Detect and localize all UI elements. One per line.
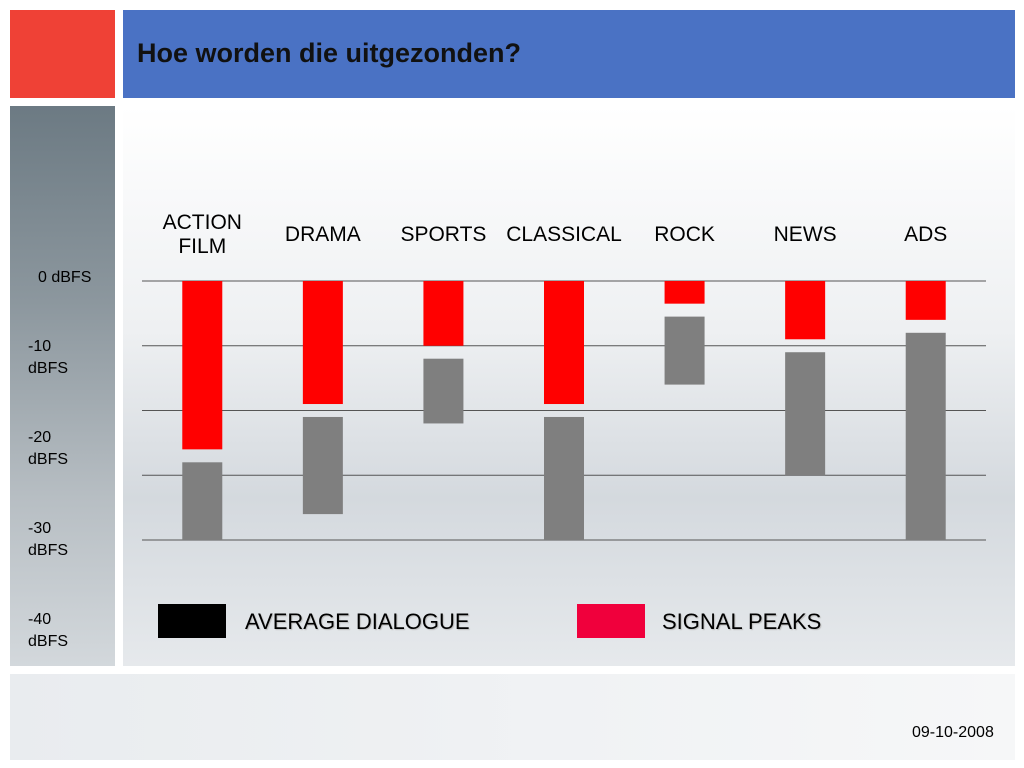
bar-segment bbox=[423, 281, 464, 346]
bar-segment bbox=[423, 358, 464, 424]
legend-swatch bbox=[577, 604, 645, 638]
bar-segment bbox=[664, 281, 705, 304]
category-label: SPORTS bbox=[400, 223, 487, 246]
left-panel bbox=[10, 106, 115, 666]
y-tick-label: -30 dBFS bbox=[28, 520, 69, 559]
category-label: NEWS bbox=[773, 223, 837, 246]
legend-label: SIGNAL PEAKS bbox=[662, 609, 822, 634]
y-tick-label: 0 dBFS bbox=[38, 269, 92, 286]
bar-segment bbox=[905, 332, 946, 540]
legend-label: AVERAGE DIALOGUE bbox=[245, 609, 470, 634]
bar-segment bbox=[544, 416, 584, 540]
y-tick-label: -10 dBFS bbox=[28, 338, 69, 377]
bar-segment bbox=[785, 281, 826, 340]
red-block bbox=[10, 10, 115, 98]
y-tick-label: -20 dBFS bbox=[28, 429, 69, 468]
title-bar bbox=[123, 10, 1015, 98]
bar-segment bbox=[302, 416, 343, 515]
category-label: ROCK bbox=[654, 223, 715, 246]
bar-segment bbox=[785, 352, 826, 476]
bar-segment bbox=[182, 462, 223, 540]
chart-title: Hoe worden die uitgezonden? bbox=[137, 38, 521, 68]
footer-date: 09-10-2008 bbox=[912, 724, 994, 741]
y-tick-label: -40 dBFS bbox=[28, 611, 69, 650]
category-label: CLASSICAL bbox=[506, 223, 622, 246]
bar-segment bbox=[544, 281, 584, 405]
bar-segment bbox=[664, 316, 705, 385]
bar-segment bbox=[302, 281, 343, 405]
footer-band bbox=[10, 674, 1015, 760]
category-label: DRAMA bbox=[284, 223, 361, 246]
bar-segment bbox=[182, 281, 223, 450]
category-label: ACTION FILM bbox=[162, 211, 242, 258]
legend-swatch bbox=[158, 604, 226, 638]
category-label: ADS bbox=[904, 223, 948, 246]
bar-segment bbox=[905, 281, 946, 320]
